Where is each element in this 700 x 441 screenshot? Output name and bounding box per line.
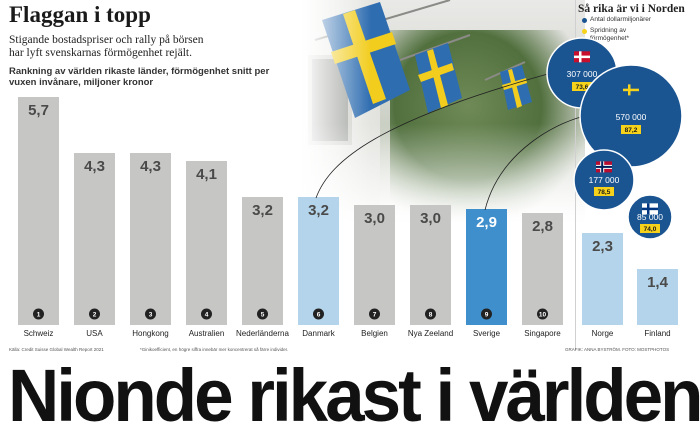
bar-danmark xyxy=(298,197,339,325)
flag-cross-horizontal-blue xyxy=(596,165,612,168)
tick-label-australien: Australien xyxy=(189,329,225,338)
rank-number-nederl-nderna: 5 xyxy=(261,311,265,318)
value-label-norge: 2,3 xyxy=(592,238,613,255)
rank-number-usa: 2 xyxy=(93,311,97,318)
chart-footnote: *Ginikoefficient, en högre siffra innebä… xyxy=(140,347,289,352)
bar-hongkong xyxy=(130,153,171,325)
millionaires-norge: 177 000 xyxy=(589,175,620,185)
legend-millionaires-swatch xyxy=(582,18,587,23)
headline: Nionde rikast i världen xyxy=(8,355,700,438)
rank-badge-sverige xyxy=(481,308,492,320)
chart-subtitle: Stigande bostadspriser och rally på börs… xyxy=(9,34,204,59)
rank-number-schweiz: 1 xyxy=(37,311,41,318)
rank-badge-singapore xyxy=(537,308,548,320)
millionaires-danmark: 307 000 xyxy=(567,69,598,79)
rank-badge-nederl-nderna xyxy=(257,308,268,320)
tick-label-nederl-nderna: Nederländerna xyxy=(236,329,289,338)
rank-badge-australien xyxy=(201,308,212,320)
tick-label-belgien: Belgien xyxy=(361,329,388,338)
rank-number-sverige: 9 xyxy=(485,311,489,318)
rank-badge-belgien xyxy=(369,308,380,320)
rank-number-hongkong: 3 xyxy=(149,311,153,318)
value-label-australien: 4,1 xyxy=(196,166,217,183)
nordic-title: Så rika är vi i Norden xyxy=(578,3,685,15)
bar-usa xyxy=(74,153,115,325)
rank-number-singapore: 10 xyxy=(539,311,547,318)
norway-flag-icon xyxy=(596,161,612,173)
bubble-norge xyxy=(573,149,635,211)
bar-schweiz xyxy=(18,97,59,325)
tick-label-schweiz: Schweiz xyxy=(24,329,54,338)
value-label-danmark: 3,2 xyxy=(308,202,329,219)
flag-cross-horizontal xyxy=(642,207,658,211)
chart-axis-label: Rankning av världen rikaste länder, förm… xyxy=(9,66,270,88)
connector-sverige xyxy=(484,114,591,211)
tick-label-singapore: Singapore xyxy=(524,329,561,338)
bar-belgien xyxy=(354,205,395,325)
rank-badge-nya-zeeland xyxy=(425,308,436,320)
value-label-finland: 1,4 xyxy=(647,274,669,291)
value-label-sverige: 2,9 xyxy=(476,214,497,231)
bar-nederl-nderna xyxy=(242,197,283,325)
value-label-nederl-nderna: 3,2 xyxy=(252,202,273,219)
value-label-nya-zeeland: 3,0 xyxy=(420,210,441,227)
tick-label-norge: Norge xyxy=(592,329,614,338)
chart-source: Källa: Credit Suisse Global Wealth Repor… xyxy=(9,347,104,352)
bar-nya-zeeland xyxy=(410,205,451,325)
value-label-schweiz: 5,7 xyxy=(28,102,49,119)
spread-value-danmark: 73,6 xyxy=(576,84,589,91)
rank-number-danmark: 6 xyxy=(317,311,321,318)
tick-label-sverige: Sverige xyxy=(473,329,501,338)
rank-badge-hongkong xyxy=(145,308,156,320)
photo-fade xyxy=(300,0,585,225)
finland-flag-icon xyxy=(642,203,658,215)
tick-label-danmark: Danmark xyxy=(302,329,335,338)
legend-spread-swatch xyxy=(582,29,587,34)
value-label-singapore: 2,8 xyxy=(532,218,553,235)
tick-label-usa: USA xyxy=(86,329,103,338)
rank-number-belgien: 7 xyxy=(373,311,377,318)
bar-australien xyxy=(186,161,227,325)
value-label-usa: 4,3 xyxy=(84,158,105,175)
millionaires-finland: 85 000 xyxy=(637,212,663,222)
spread-value-finland: 74,0 xyxy=(644,226,657,233)
rank-badge-usa xyxy=(89,308,100,320)
denmark-flag-icon xyxy=(574,51,590,63)
tick-label-hongkong: Hongkong xyxy=(132,329,168,338)
value-label-hongkong: 4,3 xyxy=(140,158,161,175)
bubble-finland xyxy=(627,194,673,240)
value-label-belgien: 3,0 xyxy=(364,210,385,227)
bar-singapore xyxy=(522,213,563,325)
millionaires-sverige: 570 000 xyxy=(616,112,647,122)
bar-sverige xyxy=(466,209,507,325)
spread-badge-danmark xyxy=(572,82,592,91)
tick-label-finland: Finland xyxy=(644,329,670,338)
spread-badge-finland xyxy=(640,224,660,233)
spread-badge-norge xyxy=(594,187,614,196)
spread-value-norge: 78,5 xyxy=(598,189,611,196)
rank-badge-danmark xyxy=(313,308,324,320)
flag-cross-horizontal xyxy=(574,55,590,59)
tick-label-nya-zeeland: Nya Zeeland xyxy=(408,329,453,338)
connector-danmark xyxy=(315,71,556,199)
bar-norge xyxy=(582,233,623,325)
rank-number-australien: 4 xyxy=(205,311,209,318)
rank-badge-schweiz xyxy=(33,308,44,320)
spread-value-sverige: 87,2 xyxy=(625,127,638,134)
bar-chart: 5,7 1 Schweiz 4,3 2 USA 4,3 3 Hongkong 4,1 4 Austra… xyxy=(18,37,683,338)
spread-badge-sverige xyxy=(621,125,641,134)
flag-cross-horizontal xyxy=(623,88,639,92)
chart-title: Flaggan i topp xyxy=(9,2,151,27)
bar-finland xyxy=(637,269,678,325)
rank-number-nya-zeeland: 8 xyxy=(429,311,433,318)
chart-credit: GRAFIK: ANNA BYSTRÖM. FOTO: MOSTPHOTOS xyxy=(565,347,670,352)
legend-spread-label: Spridning av förmögenhet* xyxy=(590,27,630,42)
legend-millionaires-label: Antal dollarmiljonärer xyxy=(590,16,652,23)
sweden-flag-icon xyxy=(623,84,639,96)
